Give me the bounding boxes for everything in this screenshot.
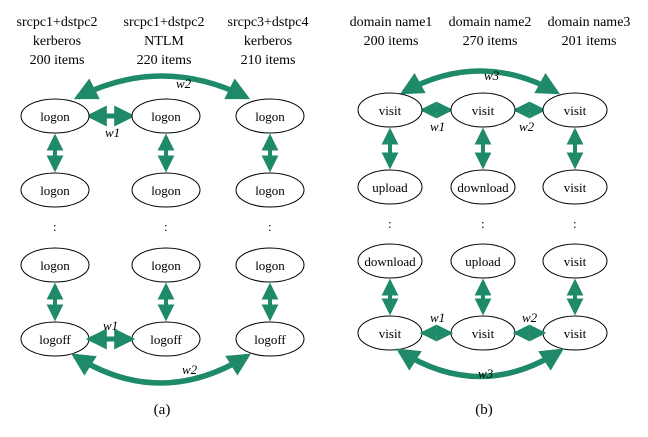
panel-a-bottom-curve-arrow [71, 353, 251, 386]
panel-a-header-col1: srcpc1+dstpc2 kerberos 200 items [17, 15, 98, 68]
panel-b-node-label: visit [564, 180, 587, 195]
panel-a-col2-line2: NTLM [144, 34, 184, 49]
panel-b-ellipsis: : [573, 216, 577, 231]
panel-a-col2-nodes: logon logon logon logoff : [131, 98, 201, 357]
panel-b-node [542, 92, 608, 128]
panel-b-col2-line1: domain name2 [449, 15, 532, 30]
panel-b-node [450, 243, 516, 279]
panel-a-node [131, 247, 201, 283]
panel-a-top-curve-weight: w2 [176, 76, 192, 91]
panel-b-node [450, 169, 516, 205]
panel-a-col1-line2: kerberos [33, 34, 81, 49]
panel-a-node-label: logon [40, 183, 70, 198]
panel-b-node [357, 243, 423, 279]
panel-b-top-link-1-weight: w1 [430, 119, 445, 134]
panel-a-bottom-link-weight: w1 [103, 318, 118, 333]
panel-b-col2-line2: 270 items [463, 34, 518, 49]
panel-a: srcpc1+dstpc2 kerberos 200 items srcpc1+… [17, 15, 309, 418]
panel-b-node-label: download [457, 180, 509, 195]
panel-b-col1-line2: 200 items [364, 34, 419, 49]
panel-a-node-label: logon [40, 258, 70, 273]
panel-b-ellipsis: : [481, 216, 485, 231]
panel-a-node [20, 172, 90, 208]
panel-a-node [20, 247, 90, 283]
panel-b-header-col2: domain name2 270 items [449, 15, 532, 49]
panel-b-node-label: visit [472, 326, 495, 341]
panel-a-node-label: logoff [254, 332, 286, 347]
panel-a-ellipsis: : [164, 219, 168, 234]
panel-b-col1-line1: domain name1 [350, 15, 433, 30]
panel-b-top-curve-arrow [399, 68, 561, 95]
panel-b-bottom-link-2-weight: w2 [522, 310, 538, 325]
panel-b-node-label: visit [564, 254, 587, 269]
panel-a-top-curve-arrow [73, 73, 251, 100]
panel-b-node-label: visit [379, 103, 402, 118]
panel-a-col1-line1: srcpc1+dstpc2 [17, 15, 98, 30]
panel-a-header-col3: srcpc3+dstpc4 kerberos 210 items [228, 15, 309, 68]
panel-b-bottom-link-1-weight: w1 [430, 310, 445, 325]
panel-a-node [235, 321, 305, 357]
panel-a-node-label: logon [40, 109, 70, 124]
panel-a-col2-line3: 220 items [137, 53, 192, 68]
panel-b-col3-line1: domain name3 [548, 15, 631, 30]
panel-a-node-label: logon [255, 109, 285, 124]
panel-b-col2-nodes: visit download upload visit : [450, 92, 516, 351]
panel-b-col1-nodes: visit upload download visit : [357, 92, 423, 351]
panel-a-node-label: logon [151, 183, 181, 198]
panel-b-bottom-curve-weight: w3 [478, 366, 494, 381]
panel-a-node-label: logon [151, 109, 181, 124]
panel-b-top-link-2-weight: w2 [519, 119, 535, 134]
panel-a-col3-line1: srcpc3+dstpc4 [228, 15, 309, 30]
panel-b-node-label: download [364, 254, 416, 269]
panel-b-node [357, 92, 423, 128]
panel-a-top-link-weight: w1 [105, 125, 120, 140]
panel-a-node [235, 172, 305, 208]
panel-b-col3-nodes: visit visit visit visit : [542, 92, 608, 351]
panel-a-ellipsis: : [268, 219, 272, 234]
panel-b-node-label: visit [564, 326, 587, 341]
panel-b-node [357, 169, 423, 205]
panel-a-node [131, 172, 201, 208]
panel-b-header-col3: domain name3 201 items [548, 15, 631, 49]
panel-a-node-label: logon [151, 258, 181, 273]
panel-a-node-label: logoff [39, 332, 71, 347]
panel-a-node [131, 98, 201, 134]
panel-a-node [235, 98, 305, 134]
panel-b-node-label: upload [465, 254, 501, 269]
panel-b-caption: (b) [475, 402, 493, 418]
panel-b-col3-line2: 201 items [562, 34, 617, 49]
panel-b-node-label: visit [472, 103, 495, 118]
panel-b-top-curve-weight: w3 [484, 68, 500, 83]
panel-a-node [20, 98, 90, 134]
panel-b-node-label: upload [372, 180, 408, 195]
panel-b-node [542, 169, 608, 205]
panel-a-caption: (a) [154, 402, 171, 418]
panel-b-node [542, 243, 608, 279]
panel-b-node-label: visit [564, 103, 587, 118]
panel-a-node-label: logon [255, 258, 285, 273]
panel-a-col1-nodes: logon logon logon logoff : [20, 98, 90, 357]
panel-a-col1-line3: 200 items [30, 53, 85, 68]
panel-b-node-label: visit [379, 326, 402, 341]
panel-a-col3-nodes: logon logon logon logoff : [235, 98, 305, 357]
panel-a-bottom-curve-weight: w2 [182, 362, 198, 377]
panel-b-ellipsis: : [388, 216, 392, 231]
panel-b: domain name1 200 items domain name2 270 … [350, 15, 631, 418]
panel-a-col3-line2: kerberos [244, 34, 292, 49]
panel-a-header-col2: srcpc1+dstpc2 NTLM 220 items [124, 15, 205, 68]
panel-a-node-label: logoff [150, 332, 182, 347]
panel-b-node [450, 92, 516, 128]
panel-a-ellipsis: : [53, 219, 57, 234]
panel-a-node-label: logon [255, 183, 285, 198]
panel-a-node [235, 247, 305, 283]
panel-b-header-col1: domain name1 200 items [350, 15, 433, 49]
panel-a-col3-line3: 210 items [241, 53, 296, 68]
panel-b-bottom-curve-arrow [396, 348, 564, 380]
panel-a-col2-line1: srcpc1+dstpc2 [124, 15, 205, 30]
